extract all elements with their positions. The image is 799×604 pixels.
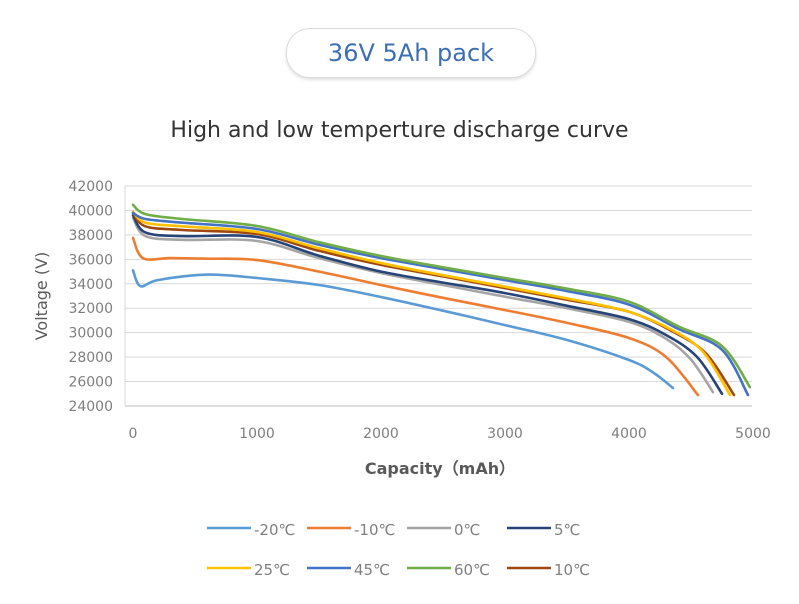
legend-label: 60℃ (454, 561, 490, 579)
y-tick-label: 28000 (68, 350, 113, 366)
y-tick-label: 38000 (68, 228, 113, 244)
y-tick-label: 30000 (68, 326, 113, 342)
legend-item: -10℃ (307, 521, 395, 539)
x-tick-label: 1000 (239, 426, 275, 442)
legend-label: 10℃ (554, 561, 590, 579)
series-line--20c (131, 269, 675, 390)
legend-label: 25℃ (254, 561, 290, 579)
x-tick-label: 4000 (611, 426, 647, 442)
series-line-25c (131, 210, 732, 397)
x-tick-labels: 0 1000 2000 3000 4000 5000 (129, 426, 771, 442)
y-tick-label: 42000 (68, 179, 113, 195)
pack-badge: 36V 5Ah pack (286, 28, 536, 78)
series-lines (131, 203, 752, 397)
y-tick-label: 24000 (68, 399, 113, 415)
y-tick-labels: 24000 26000 28000 30000 32000 34000 36000 38000… (68, 179, 113, 415)
legend-item: 5℃ (507, 521, 580, 539)
legend: -20℃ -10℃ 0℃ 5℃ 25℃ 45℃ 60℃ 10℃ (207, 521, 590, 579)
legend-label: -10℃ (354, 521, 395, 539)
x-tick-label: 0 (129, 426, 138, 442)
x-tick-label: 5000 (735, 426, 771, 442)
legend-label: 0℃ (454, 521, 480, 539)
legend-item: 45℃ (307, 561, 390, 579)
series-line-0c (131, 216, 715, 394)
pack-badge-label: 36V 5Ah pack (327, 39, 495, 67)
series-line-5c (131, 214, 724, 396)
x-axis-title: Capacity（mAh） (365, 459, 515, 478)
legend-item: 60℃ (407, 561, 490, 579)
x-tick-label: 3000 (487, 426, 523, 442)
legend-item: 10℃ (507, 561, 590, 579)
legend-label: 45℃ (354, 561, 390, 579)
y-tick-label: 34000 (68, 277, 113, 293)
y-tick-label: 26000 (68, 375, 113, 391)
legend-label: -20℃ (254, 521, 295, 539)
y-tick-label: 40000 (68, 203, 113, 219)
legend-item: 0℃ (407, 521, 480, 539)
legend-item: -20℃ (207, 521, 295, 539)
legend-item: 25℃ (207, 561, 290, 579)
series-line--10c (131, 236, 700, 397)
legend-label: 5℃ (554, 521, 580, 539)
series-line-45c (131, 211, 750, 397)
chart-title: High and low temperture discharge curve (170, 118, 629, 143)
y-axis-title: Voltage (V) (32, 252, 51, 341)
series-line-60c (131, 203, 752, 389)
y-tick-label: 36000 (68, 252, 113, 268)
x-tick-label: 2000 (363, 426, 399, 442)
y-tick-label: 32000 (68, 301, 113, 317)
